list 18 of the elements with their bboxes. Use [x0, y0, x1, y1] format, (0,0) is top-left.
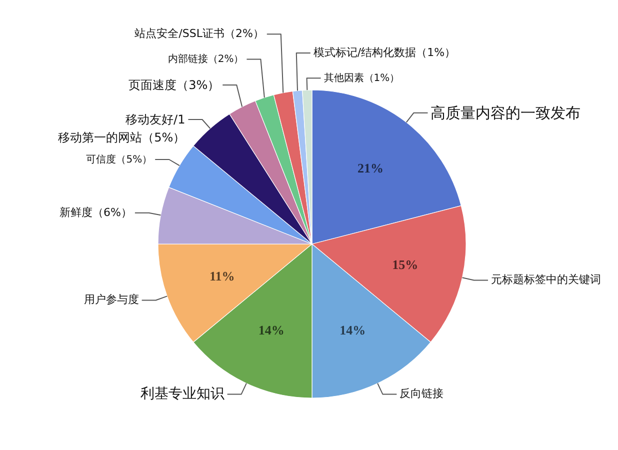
- slice-label: 内部链接（2%）: [168, 53, 244, 66]
- data-label: 11%: [210, 268, 235, 284]
- slice-label: 新鲜度（6%）: [59, 206, 132, 219]
- slice-label: 高质量内容的一致发布: [430, 104, 581, 122]
- slice-label: 元标题标签中的关键词: [491, 273, 601, 286]
- slice-label: 移动友好/1 移动第一的网站（5%）: [58, 112, 186, 144]
- slice-label: 用户参与度: [84, 293, 139, 306]
- slice-label: 站点安全/SSL证书（2%）: [134, 27, 264, 40]
- slice-label: 其他因素（1%）: [324, 72, 400, 84]
- data-label: 15%: [392, 256, 418, 272]
- data-label: 14%: [258, 322, 284, 338]
- slice-label: 利基专业知识: [140, 386, 224, 402]
- slice-label: 可信度（5%）: [86, 154, 152, 166]
- slice-label: 模式标记/结构化数据（1%）: [313, 46, 456, 59]
- slice-label: 页面速度（3%）: [128, 78, 220, 92]
- data-label: 14%: [340, 322, 366, 338]
- data-label: 21%: [358, 160, 384, 176]
- slice-label: 反向链接: [400, 387, 444, 400]
